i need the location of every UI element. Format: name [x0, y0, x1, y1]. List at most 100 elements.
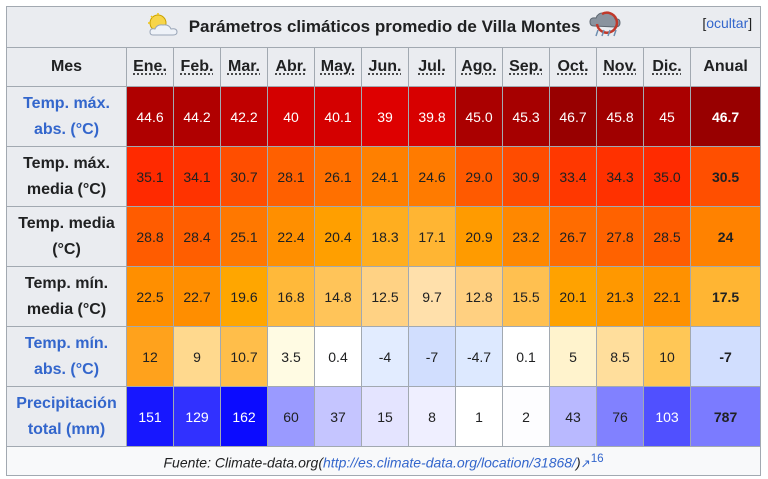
- value-cell: 22.1: [643, 266, 691, 327]
- month-header: Jul.: [408, 47, 456, 87]
- value-cell: 43: [549, 386, 597, 447]
- external-link-icon: ↗: [580, 456, 591, 471]
- row-label[interactable]: Precipitación total (mm): [6, 386, 127, 447]
- month-header: Jun.: [361, 47, 409, 87]
- value-cell: 39: [361, 86, 409, 147]
- value-cell: 23.2: [502, 206, 550, 267]
- value-cell: 9: [173, 326, 221, 387]
- source-note: Fuente: Climate-data.org(http://es.clima…: [5, 446, 762, 476]
- value-cell: 40: [267, 86, 315, 147]
- row-label-line: Temp. máx.: [23, 154, 110, 172]
- annual-cell: 24: [689, 206, 762, 267]
- value-cell: 24.6: [408, 146, 456, 207]
- annual-header: Anual: [689, 47, 762, 87]
- value-cell: 35.1: [126, 146, 174, 207]
- row-label: Temp. media (°C): [6, 206, 127, 267]
- month-header: Oct.: [549, 47, 597, 87]
- value-cell: 12.5: [361, 266, 409, 327]
- month-header: Ene.: [126, 47, 174, 87]
- row-label-line: (°C): [52, 240, 81, 258]
- caption-title: Parámetros climáticos promedio de Villa …: [188, 17, 581, 36]
- month-header: Dic.: [643, 47, 691, 87]
- sun-cloud-icon: [145, 12, 181, 42]
- annual-cell: 787: [689, 386, 762, 447]
- value-cell: 44.6: [126, 86, 174, 147]
- hide-toggle: [ocultar]: [702, 15, 753, 31]
- table-caption: Parámetros climáticos promedio de Villa …: [5, 6, 762, 48]
- reference-link[interactable]: 16: [590, 451, 604, 465]
- value-cell: 1: [455, 386, 503, 447]
- value-cell: 20.4: [314, 206, 362, 267]
- value-cell: 21.3: [596, 266, 644, 327]
- value-cell: -4.7: [455, 326, 503, 387]
- table-row: Temp. máx. abs. (°C) 44.6 44.2 42.2 40 40.1 39 3…: [6, 86, 762, 147]
- value-cell: 26.1: [314, 146, 362, 207]
- value-cell: 0.4: [314, 326, 362, 387]
- value-cell: 46.7: [549, 86, 597, 147]
- value-cell: 17.1: [408, 206, 456, 267]
- row-label-line: Temp. mín.: [24, 274, 109, 292]
- value-cell: 151: [126, 386, 174, 447]
- row-label: Temp. mín. media (°C): [6, 266, 127, 327]
- value-cell: 8: [408, 386, 456, 447]
- source-suffix: ): [575, 454, 581, 471]
- value-cell: 44.2: [173, 86, 221, 147]
- value-cell: 24.1: [361, 146, 409, 207]
- annual-cell: 30.5: [689, 146, 762, 207]
- value-cell: 5: [549, 326, 597, 387]
- value-cell: 15: [361, 386, 409, 447]
- row-label-line: media (°C): [26, 300, 107, 318]
- value-cell: 18.3: [361, 206, 409, 267]
- value-cell: 35.0: [643, 146, 691, 207]
- row-label-line: abs. (°C): [33, 120, 100, 138]
- value-cell: 60: [267, 386, 315, 447]
- value-cell: 10.7: [220, 326, 268, 387]
- value-cell: 19.6: [220, 266, 268, 327]
- value-cell: 3.5: [267, 326, 315, 387]
- row-label-line: Temp. máx.: [23, 94, 110, 112]
- value-cell: 27.8: [596, 206, 644, 267]
- value-cell: 30.9: [502, 146, 550, 207]
- annual-cell: -7: [689, 326, 762, 387]
- value-cell: 33.4: [549, 146, 597, 207]
- value-cell: -4: [361, 326, 409, 387]
- source-link[interactable]: http://es.climate-data.org/location/3186…: [323, 454, 576, 471]
- row-label[interactable]: Temp. máx. abs. (°C): [6, 86, 127, 147]
- value-cell: 39.8: [408, 86, 456, 147]
- value-cell: 16.8: [267, 266, 315, 327]
- value-cell: 45.3: [502, 86, 550, 147]
- row-header-label: Mes: [6, 47, 127, 87]
- row-label-line: Temp. media: [18, 214, 115, 232]
- row-label[interactable]: Temp. mín. abs. (°C): [6, 326, 127, 387]
- value-cell: -7: [408, 326, 456, 387]
- month-header: Mar.: [220, 47, 268, 87]
- value-cell: 14.8: [314, 266, 362, 327]
- value-cell: 9.7: [408, 266, 456, 327]
- row-label: Temp. máx. media (°C): [6, 146, 127, 207]
- annual-cell: 17.5: [689, 266, 762, 327]
- value-cell: 103: [643, 386, 691, 447]
- table-row: Temp. mín. media (°C) 22.5 22.7 19.6 16.8 14.8…: [6, 266, 762, 327]
- hide-link[interactable]: ocultar: [706, 15, 749, 31]
- month-header: May.: [314, 47, 362, 87]
- value-cell: 22.5: [126, 266, 174, 327]
- value-cell: 2: [502, 386, 550, 447]
- value-cell: 25.1: [220, 206, 268, 267]
- value-cell: 28.1: [267, 146, 315, 207]
- value-cell: 20.1: [549, 266, 597, 327]
- value-cell: 34.3: [596, 146, 644, 207]
- value-cell: 10: [643, 326, 691, 387]
- month-header: Abr.: [267, 47, 315, 87]
- row-label-line: media (°C): [26, 180, 107, 198]
- table-row: Temp. máx. media (°C) 35.1 34.1 30.7 28.1 26.1…: [6, 146, 762, 207]
- table-row: Temp. mín. abs. (°C) 12 9 10.7 3.5 0.4 -4 -7 -4.7…: [6, 326, 762, 387]
- table-row: Precipitación total (mm) 151 129 162 60 37 15 8 1…: [6, 386, 762, 447]
- value-cell: 30.7: [220, 146, 268, 207]
- value-cell: 12: [126, 326, 174, 387]
- value-cell: 45.0: [455, 86, 503, 147]
- annual-cell: 46.7: [689, 86, 762, 147]
- value-cell: 20.9: [455, 206, 503, 267]
- month-header: Nov.: [596, 47, 644, 87]
- value-cell: 162: [220, 386, 268, 447]
- value-cell: 34.1: [173, 146, 221, 207]
